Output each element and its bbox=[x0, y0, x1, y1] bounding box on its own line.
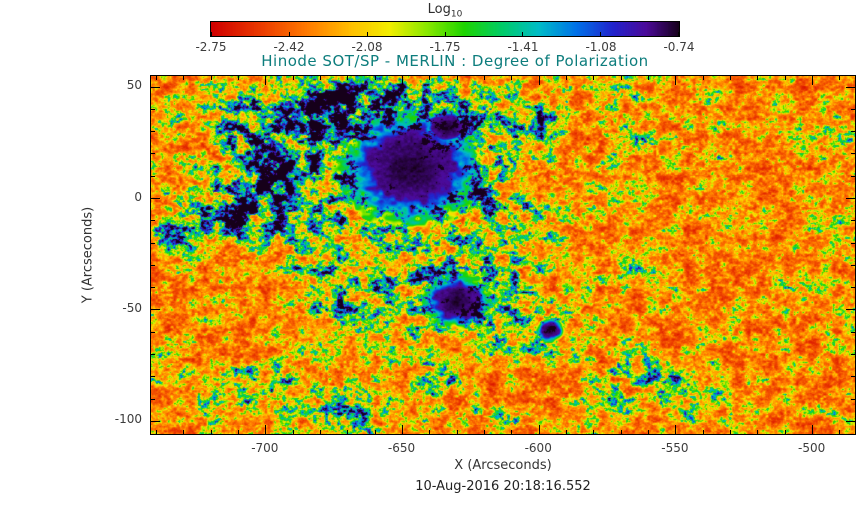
colorbar bbox=[210, 21, 680, 37]
x-tick-label: -600 bbox=[524, 441, 552, 455]
timestamp-caption: 10-Aug-2016 20:18:16.552 bbox=[415, 479, 591, 494]
x-axis-label: X (Arcseconds) bbox=[454, 458, 552, 473]
colorbar-tick bbox=[444, 32, 446, 36]
heatmap-canvas bbox=[151, 76, 855, 434]
colorbar-tick-label: -1.75 bbox=[429, 40, 461, 54]
colorbar-tick bbox=[211, 32, 212, 36]
y-axis-label: Y (Arcseconds) bbox=[80, 206, 96, 304]
plot-title: Hinode SOT/SP - MERLIN : Degree of Polar… bbox=[261, 52, 649, 70]
x-tick-label: -500 bbox=[797, 441, 826, 455]
colorbar-title-sub: 10 bbox=[450, 9, 463, 20]
colorbar-tick bbox=[600, 32, 602, 36]
colorbar-gradient bbox=[211, 22, 679, 36]
y-tick-label: -50 bbox=[122, 300, 142, 315]
colorbar-tick bbox=[288, 32, 290, 36]
colorbar-tick bbox=[678, 32, 679, 36]
y-tick-label: -100 bbox=[114, 412, 142, 427]
x-tick-label: -700 bbox=[251, 441, 279, 455]
colorbar-title: Log10 bbox=[210, 2, 680, 20]
colorbar-tick-label: -1.41 bbox=[507, 40, 539, 54]
colorbar-tick-label: -2.08 bbox=[351, 40, 383, 54]
colorbar-tick-label: -1.08 bbox=[585, 40, 617, 54]
colorbar-tick-label: -0.74 bbox=[663, 40, 695, 54]
colorbar-title-main: Log bbox=[427, 2, 451, 17]
y-tick-label: 0 bbox=[134, 189, 142, 204]
x-tick-label: -550 bbox=[661, 441, 689, 455]
x-tick-label: -650 bbox=[387, 441, 416, 455]
colorbar-tick bbox=[366, 32, 368, 36]
colorbar-tick-label: -2.42 bbox=[273, 40, 305, 54]
colorbar-tick bbox=[522, 32, 524, 36]
y-tick-label: 50 bbox=[126, 78, 142, 93]
colorbar-tick-label: -2.75 bbox=[195, 40, 227, 54]
plot-area bbox=[150, 75, 856, 435]
